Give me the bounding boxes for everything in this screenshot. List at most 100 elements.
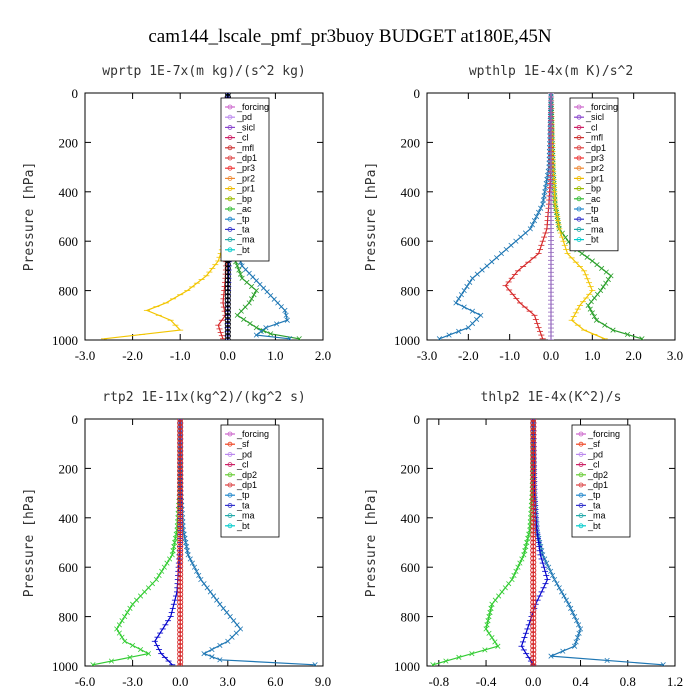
- legend-entry: _pr1: [236, 184, 255, 194]
- legend-entry: _bt: [585, 235, 599, 245]
- data-point: [224, 277, 231, 284]
- legend-marker: [227, 502, 233, 508]
- legend-entry: _pr3: [585, 153, 604, 163]
- data-point: [530, 567, 537, 574]
- data-point: [530, 559, 537, 566]
- y-tick-label: 400: [401, 185, 421, 200]
- data-point: [209, 654, 215, 660]
- data-point: [530, 543, 537, 550]
- data-point: [172, 539, 178, 546]
- data-point: [579, 250, 585, 257]
- data-point: [530, 627, 537, 634]
- legend-entry: _tp: [585, 204, 599, 214]
- legend-marker: [227, 186, 233, 192]
- data-point: [585, 302, 591, 309]
- data-point: [177, 455, 184, 462]
- data-point: [220, 605, 226, 611]
- data-point: [530, 539, 537, 546]
- data-point: [224, 93, 231, 97]
- data-point: [542, 185, 549, 191]
- data-point: [530, 631, 537, 638]
- x-tick-label: 3.0: [667, 348, 683, 363]
- data-point: [492, 639, 498, 645]
- data-point: [137, 646, 144, 653]
- data-point: [237, 626, 244, 632]
- data-point: [177, 535, 184, 542]
- data-point: [177, 631, 184, 638]
- data-point: [227, 614, 233, 620]
- data-point: [483, 626, 489, 632]
- data-point: [177, 575, 184, 582]
- data-point: [224, 309, 231, 316]
- data-point: [599, 265, 605, 271]
- legend-entry: _cl: [585, 122, 598, 132]
- data-point: [177, 463, 184, 470]
- x-tick-label: 0.8: [620, 674, 636, 689]
- y-axis-label: Pressure [hPa]: [364, 162, 379, 272]
- data-point: [530, 455, 537, 462]
- data-point: [502, 585, 508, 591]
- data-point: [589, 310, 595, 316]
- data-point: [184, 548, 190, 554]
- data-point: [224, 265, 231, 272]
- data-point: [453, 300, 459, 306]
- y-tick-label: 0: [72, 412, 79, 427]
- data-point: [509, 576, 515, 583]
- legend-marker: [227, 196, 233, 202]
- data-point: [530, 431, 537, 438]
- legend-marker: [578, 523, 584, 529]
- data-point: [464, 283, 470, 290]
- legend-marker: [227, 482, 233, 488]
- data-point: [224, 273, 231, 280]
- data-point: [508, 242, 514, 248]
- data-point: [561, 593, 567, 599]
- data-point: [530, 535, 537, 542]
- data-point: [533, 213, 540, 220]
- legend-marker: [578, 451, 584, 457]
- data-point: [224, 293, 231, 300]
- legend-marker: [576, 216, 582, 222]
- data-point: [594, 291, 601, 297]
- data-point: [530, 662, 537, 666]
- data-point: [177, 419, 184, 423]
- data-point: [287, 336, 293, 340]
- data-point: [167, 556, 173, 562]
- y-tick-label: 200: [59, 461, 79, 476]
- series-line-ta: [154, 419, 181, 666]
- data-point: [169, 552, 175, 558]
- data-point: [198, 576, 204, 583]
- data-point: [469, 308, 476, 314]
- data-point: [536, 209, 542, 215]
- data-point: [177, 611, 184, 618]
- data-point: [296, 336, 302, 340]
- y-tick-label: 1000: [52, 659, 78, 674]
- data-point: [486, 614, 492, 620]
- data-point: [573, 639, 579, 645]
- data-point: [484, 622, 490, 628]
- x-tick-label: 1.0: [267, 348, 283, 363]
- data-point: [593, 317, 600, 323]
- legend-entry: _pr1: [585, 173, 604, 183]
- data-point: [563, 597, 569, 603]
- series-line-dp1: [504, 93, 552, 340]
- x-tick-label: 2.0: [315, 348, 331, 363]
- data-point: [177, 487, 184, 494]
- x-tick-label: -3.0: [75, 348, 96, 363]
- data-point: [251, 292, 257, 298]
- data-point: [594, 262, 600, 268]
- legend-entry: _pr3: [236, 163, 255, 173]
- data-point: [122, 638, 128, 644]
- y-tick-label: 800: [401, 610, 421, 625]
- data-point: [474, 271, 480, 277]
- legend-entry: _cl: [236, 460, 249, 470]
- data-point: [127, 654, 133, 660]
- x-tick-label: 0.4: [572, 674, 589, 689]
- data-point: [156, 572, 162, 579]
- legend-entry: _forcing: [585, 102, 618, 112]
- legend-marker: [227, 441, 233, 447]
- data-point: [530, 435, 537, 442]
- data-point: [530, 459, 537, 466]
- data-point: [436, 336, 442, 340]
- data-point: [530, 603, 537, 610]
- y-tick-label: 800: [59, 610, 79, 625]
